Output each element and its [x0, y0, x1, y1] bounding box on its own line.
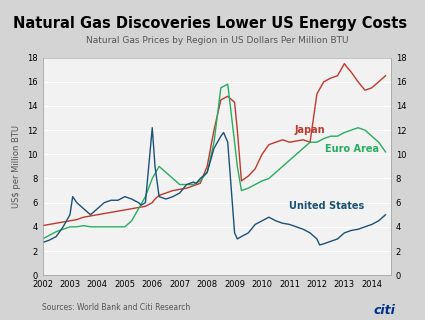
Y-axis label: US$ per Million BTU: US$ per Million BTU: [12, 125, 21, 208]
Text: Japan: Japan: [295, 124, 326, 134]
Text: United States: United States: [289, 201, 365, 211]
Text: Natural Gas Discoveries Lower US Energy Costs: Natural Gas Discoveries Lower US Energy …: [13, 16, 407, 31]
Text: Sources: World Bank and Citi Research: Sources: World Bank and Citi Research: [42, 303, 191, 312]
Text: citi: citi: [374, 304, 396, 317]
Text: Natural Gas Prices by Region in US Dollars Per Million BTU: Natural Gas Prices by Region in US Dolla…: [85, 36, 348, 45]
Text: Euro Area: Euro Area: [325, 144, 379, 154]
